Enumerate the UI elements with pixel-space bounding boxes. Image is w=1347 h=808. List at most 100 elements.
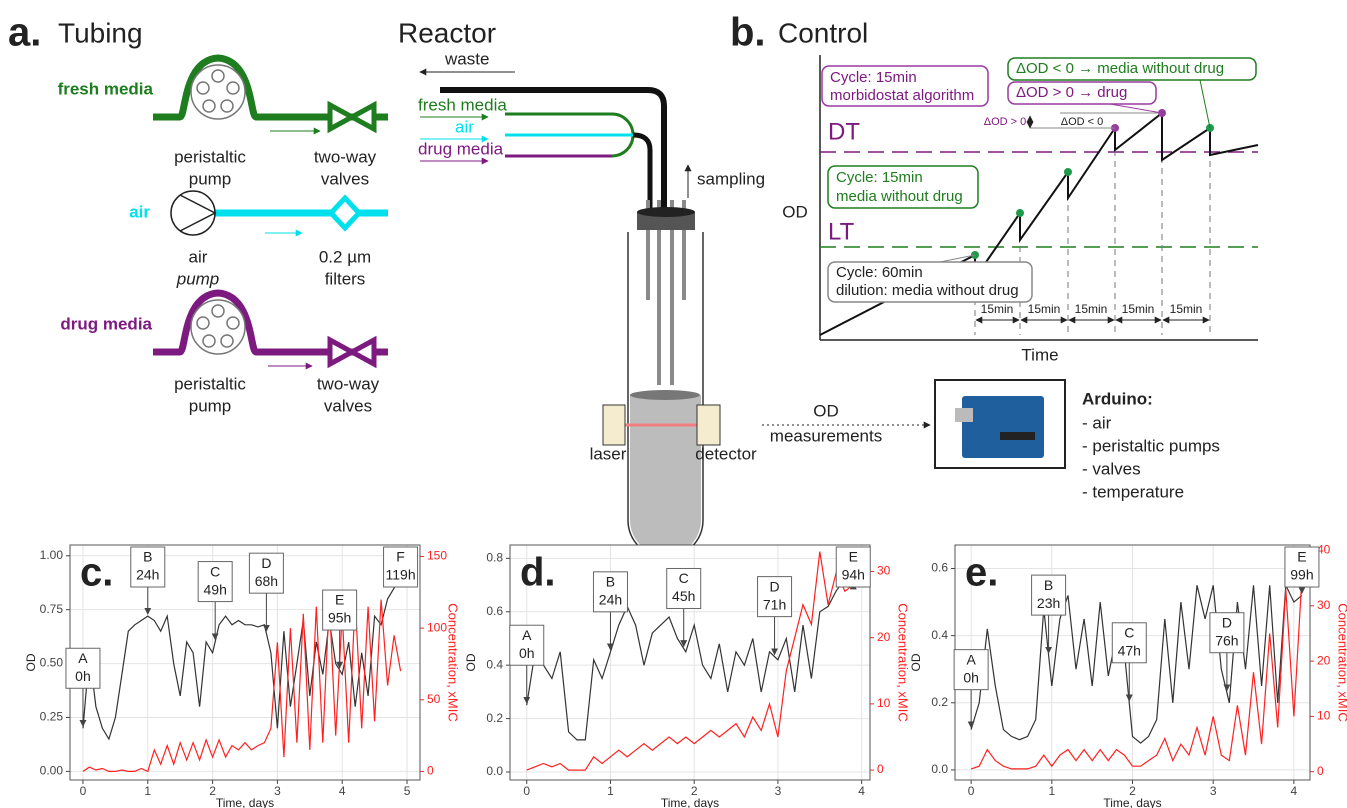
callout-text: ΔOD > 0 → drug: [1016, 84, 1127, 101]
y-tick-label: 0.2: [486, 711, 503, 725]
annotation-box: [509, 624, 545, 666]
annotation-box: [197, 561, 233, 603]
line-label: air: [129, 202, 150, 221]
y-tick-label: 0.0: [931, 762, 948, 776]
annotation-box: [1031, 574, 1067, 616]
series-line: [970, 582, 1303, 744]
tube: [153, 289, 388, 356]
chip: [1000, 432, 1035, 440]
callout-text: Cycle: 60min: [836, 264, 923, 281]
panel-title: Control: [778, 17, 868, 48]
culture-surface: [630, 390, 700, 400]
y2-tick-label: 30: [1317, 598, 1331, 612]
y2-axis-label: Concentration, xMIC: [1336, 603, 1347, 722]
callout-pointer: [1109, 103, 1163, 114]
annotation-letter: E: [849, 549, 858, 565]
x-tick-label: 2: [209, 784, 216, 798]
annotation-box: [65, 647, 101, 689]
x-tick-label: 0: [80, 784, 87, 798]
y-tick-label: 0.8: [486, 551, 503, 565]
x-axis-label: Time, days: [661, 796, 719, 808]
y2-tick-label: 30: [877, 564, 891, 578]
y2-tick-label: 50: [427, 692, 441, 706]
annotation-label: 47h: [1118, 642, 1141, 658]
annotation-label: 0h: [75, 668, 91, 684]
x-tick-label: 4: [858, 784, 865, 798]
series-line: [82, 599, 402, 773]
y2-tick-label: 0: [1317, 764, 1324, 778]
air-pump-vane: [179, 194, 217, 232]
detector: [696, 404, 721, 446]
panel-letter: c.: [80, 551, 113, 595]
annotation-letter: D: [1222, 614, 1232, 630]
valve-label: valves: [324, 396, 372, 415]
annotation-letter: E: [335, 592, 344, 608]
x-tick-label: 2: [1129, 784, 1136, 798]
y2-tick-label: 10: [877, 696, 891, 710]
interval-label: 15min: [1075, 302, 1108, 316]
annotation-box: [383, 546, 419, 588]
arduino-item: - temperature: [1082, 482, 1184, 501]
x-axis-label: Time, days: [216, 796, 274, 808]
usb-port: [955, 408, 973, 422]
annotation-label: 45h: [672, 588, 695, 604]
cap: [637, 212, 695, 230]
annotation-letter: C: [679, 570, 689, 586]
arduino-title: Arduino:: [1082, 389, 1153, 408]
callout-text: Cycle: 15min: [830, 69, 917, 86]
annotation-letter: A: [78, 650, 88, 666]
valve: [327, 335, 377, 369]
delta-label: ΔOD > 0: [984, 116, 1027, 128]
interval-label: 15min: [1122, 302, 1155, 316]
air-pump: [170, 190, 216, 236]
annotation-letter: E: [1297, 549, 1306, 565]
chart: 0.00.20.40.60 1 2 3 4010203040A0hB23hC47hD76…: [909, 543, 1347, 808]
annotation-box: [666, 567, 702, 609]
pump-label: pump: [189, 169, 232, 188]
threshold-label: DT: [828, 118, 860, 145]
valve: [327, 100, 377, 134]
callout-pointer: [1199, 79, 1211, 129]
annotation-label: 71h: [763, 596, 786, 612]
chart: 0.00.20.40.60.80 1 2 3 40102030A0hB24hC45hD7…: [464, 544, 911, 808]
sampling-label: sampling: [697, 169, 765, 188]
x-tick-label: 4: [339, 784, 346, 798]
rollers: [196, 69, 240, 113]
annotation-label: 49h: [204, 581, 227, 597]
threshold-label: LT: [828, 218, 855, 245]
valve-label: valves: [321, 169, 369, 188]
delta-label: ΔOD < 0: [1061, 116, 1104, 128]
annotation-box: [835, 546, 871, 588]
annotation-label: 119h: [386, 567, 416, 583]
line-label: drug media: [60, 314, 152, 333]
x-tick-label: 3: [1210, 784, 1217, 798]
y-axis-label: OD: [24, 653, 38, 671]
y-tick-label: 0.4: [931, 628, 948, 642]
y2-tick-label: 20: [877, 630, 891, 644]
y-tick-label: 0.50: [40, 656, 64, 670]
culture: [630, 395, 701, 556]
annotation-box: [953, 649, 989, 691]
arduino-item: - peristaltic pumps: [1082, 436, 1220, 455]
axis-label: Time: [1021, 345, 1058, 364]
y2-tick-label: 10: [1317, 709, 1331, 723]
y-axis-label: OD: [464, 653, 478, 671]
valve-label: two-way: [314, 147, 377, 166]
x-tick-label: 0: [968, 784, 975, 798]
annotation-letter: F: [396, 549, 405, 565]
inlet-label: fresh media: [418, 95, 507, 114]
callout-text: Cycle: 15min: [836, 169, 923, 186]
y2-tick-label: 0: [877, 762, 884, 776]
callout-text: morbidostat algorithm: [830, 87, 974, 104]
callout: [1007, 57, 1257, 81]
y2-axis-label: Concentration, xMIC: [896, 603, 911, 722]
x-tick-label: 1: [1048, 784, 1055, 798]
tube: [153, 54, 388, 121]
y-tick-label: 0.4: [486, 657, 503, 671]
annotation-letter: C: [1124, 624, 1134, 640]
valve-label: two-way: [317, 374, 380, 393]
filter: [327, 194, 363, 232]
panel-letter: b.: [730, 11, 766, 55]
annotation-label: 76h: [1215, 632, 1238, 648]
x-tick-label: 3: [775, 784, 782, 798]
